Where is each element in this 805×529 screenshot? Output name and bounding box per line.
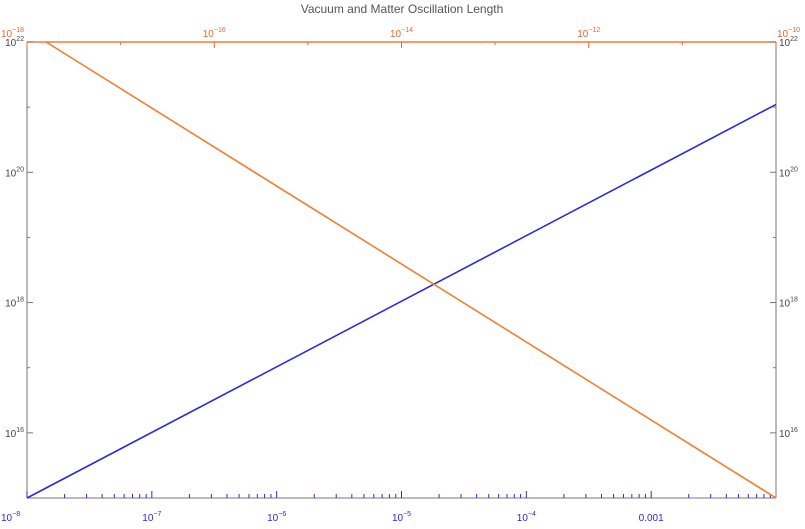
x-top-tick-label: 10−14	[390, 27, 413, 40]
y-left-tick-label: 1022	[5, 36, 24, 49]
x-bottom-tick-label: 10−4	[517, 511, 536, 524]
x-top-tick-label: 10−10	[777, 27, 800, 40]
y-right-tick-label: 1016	[779, 427, 798, 440]
x-top-tick-label: 10−18	[1, 27, 24, 40]
chart-title: Vacuum and Matter Oscillation Length	[301, 2, 504, 16]
axis-ticks	[26, 41, 777, 499]
x-bottom-tick-label: 10−6	[267, 511, 286, 524]
y-left-tick-label: 1016	[5, 427, 24, 440]
y-right-tick-label: 1020	[779, 166, 798, 179]
series-line-2	[45, 41, 777, 499]
y-right-tick-label: 1018	[779, 297, 798, 310]
plot-frame	[26, 41, 777, 499]
series-line-1	[26, 103, 777, 499]
x-bottom-tick-label: 10−7	[142, 511, 161, 524]
axis-tick-labels: 10−8 10−7 10−6 10−5 10−4 0.001 10−18 10−16 10−14…	[1, 27, 800, 524]
x-bottom-tick-label: 10−5	[392, 511, 411, 524]
x-top-tick-label: 10−16	[203, 27, 226, 40]
y-left-tick-label: 1020	[5, 166, 24, 179]
x-top-tick-label: 10−12	[577, 27, 600, 40]
y-left-tick-label: 1018	[5, 297, 24, 310]
data-series	[26, 41, 777, 499]
x-bottom-tick-label: 10−8	[1, 511, 20, 524]
y-right-tick-label: 1022	[779, 36, 798, 49]
x-bottom-tick-label: 0.001	[639, 513, 664, 524]
